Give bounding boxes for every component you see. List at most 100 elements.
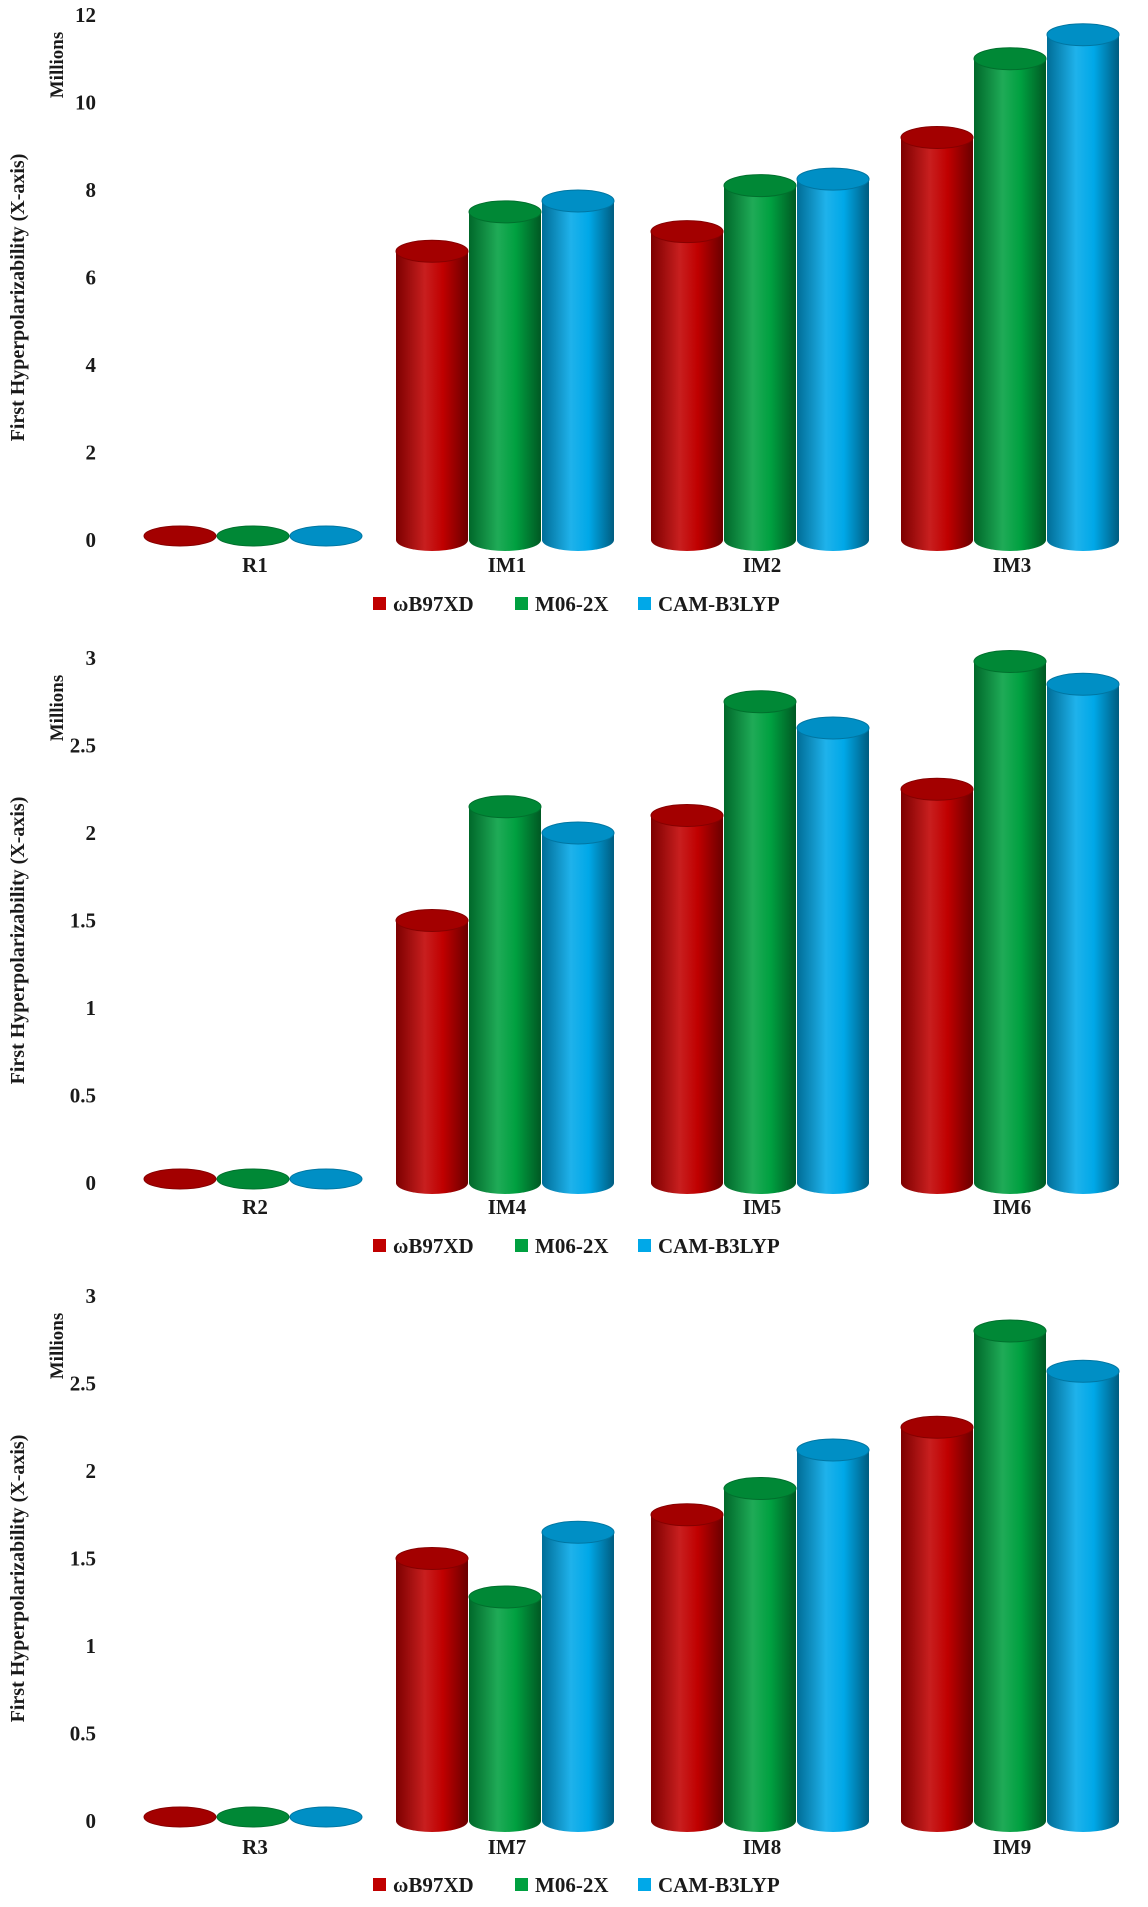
category-label: IM3	[993, 553, 1032, 577]
units-label: Millions	[47, 32, 68, 99]
bar-R3-2	[216, 1806, 290, 1828]
y-tick-label: 3	[86, 1284, 97, 1308]
legend-swatch	[373, 1239, 386, 1252]
units-label: Millions	[47, 1313, 68, 1380]
bar-IM6-3	[1046, 672, 1120, 1194]
bar-R1-3	[289, 525, 363, 547]
legend-label: ωB97XD	[393, 592, 474, 616]
y-tick-label: 2.5	[70, 1372, 96, 1396]
y-tick-label: 4	[86, 353, 97, 377]
bar-IM6-1	[900, 777, 974, 1194]
legend-label: M06-2X	[535, 592, 608, 616]
legend-item: M06-2X	[515, 1234, 608, 1258]
y-tick-label: 2	[86, 441, 97, 465]
legend: ωB97XD M06-2X CAM-B3LYP	[373, 592, 780, 616]
bar-IM2-1	[650, 220, 724, 551]
bar-IM5-2	[723, 690, 797, 1194]
y-tick-label: 0	[86, 1171, 97, 1195]
category-label: IM5	[743, 1195, 782, 1219]
bar-R3-3	[289, 1806, 363, 1828]
category-label: R1	[242, 553, 268, 577]
bar-IM4-2	[468, 795, 542, 1194]
legend-label: CAM-B3LYP	[658, 592, 780, 616]
bar-IM8-3	[796, 1438, 870, 1832]
bar-IM7-2	[468, 1585, 542, 1832]
legend-swatch	[373, 597, 386, 610]
legend-item: M06-2X	[515, 592, 608, 616]
legend-item: CAM-B3LYP	[638, 1234, 780, 1258]
y-tick-label: 1	[86, 1634, 97, 1658]
legend-item: CAM-B3LYP	[638, 1873, 780, 1897]
y-tick-label: 6	[86, 266, 97, 290]
bar-R2-1	[143, 1168, 217, 1190]
legend-swatch	[515, 1239, 528, 1252]
legend-label: CAM-B3LYP	[658, 1234, 780, 1258]
category-label: IM1	[488, 553, 527, 577]
chart-panel-2: 0 0.5 1 1.5 2 2.5 3 First Hyperpolarizability (…	[7, 646, 1120, 1258]
category-label: IM6	[993, 1195, 1032, 1219]
category-label: R3	[242, 1835, 268, 1859]
bar-IM7-1	[395, 1547, 469, 1832]
bar-R2-3	[289, 1168, 363, 1190]
bar-IM6-2	[973, 650, 1047, 1194]
category-label: IM2	[743, 553, 782, 577]
chart-panel-3: 0 0.5 1 1.5 2 2.5 3 First Hyperpolarizability (…	[7, 1284, 1120, 1897]
bar-IM4-3	[541, 821, 615, 1194]
legend-item: CAM-B3LYP	[638, 592, 780, 616]
y-tick-label: 2	[86, 1459, 97, 1483]
legend-swatch	[638, 1239, 651, 1252]
bar-IM9-3	[1046, 1359, 1120, 1832]
bar-IM3-2	[973, 47, 1047, 551]
y-tick-label: 1	[86, 996, 97, 1020]
y-tick-label: 0	[86, 528, 97, 552]
y-tick-label: 1.5	[70, 1547, 96, 1571]
y-tick-label: 2	[86, 821, 97, 845]
legend-swatch	[638, 1878, 651, 1891]
legend-swatch	[515, 597, 528, 610]
category-label: IM7	[488, 1835, 527, 1859]
y-tick-label: 10	[75, 91, 96, 115]
y-axis-label: First Hyperpolarizability (X-axis)	[7, 154, 29, 442]
y-tick-label: 3	[86, 646, 97, 670]
legend-item: ωB97XD	[373, 592, 474, 616]
y-tick-label: 0	[86, 1809, 97, 1833]
legend-item: ωB97XD	[373, 1873, 474, 1897]
bar-IM4-1	[395, 909, 469, 1194]
bar-R3-1	[143, 1806, 217, 1828]
bar-IM2-2	[723, 174, 797, 551]
legend-label: ωB97XD	[393, 1873, 474, 1897]
bar-IM7-3	[541, 1520, 615, 1832]
y-axis-label: First Hyperpolarizability (X-axis)	[7, 797, 29, 1085]
chart-panel-1: 0 2 4 6 8 10 12 First Hyperpolarizability (X-ax…	[7, 3, 1120, 616]
bar-IM5-3	[796, 716, 870, 1194]
category-label: IM8	[743, 1835, 782, 1859]
legend: ωB97XD M06-2X CAM-B3LYP	[373, 1234, 780, 1258]
legend-swatch	[638, 597, 651, 610]
legend-label: M06-2X	[535, 1873, 608, 1897]
units-label: Millions	[47, 675, 68, 742]
bar-IM2-3	[796, 167, 870, 551]
bar-R1-1	[143, 525, 217, 547]
legend-item: ωB97XD	[373, 1234, 474, 1258]
y-tick-label: 12	[75, 3, 96, 27]
bar-IM9-1	[900, 1415, 974, 1832]
bar-R2-2	[216, 1168, 290, 1190]
y-tick-label: 8	[86, 178, 97, 202]
y-tick-label: 0.5	[70, 1084, 96, 1108]
legend: ωB97XD M06-2X CAM-B3LYP	[373, 1873, 780, 1897]
bar-IM8-2	[723, 1477, 797, 1832]
bar-IM3-3	[1046, 23, 1120, 551]
y-axis-label: First Hyperpolarizability (X-axis)	[7, 1435, 29, 1723]
legend-label: M06-2X	[535, 1234, 608, 1258]
legend-label: ωB97XD	[393, 1234, 474, 1258]
legend-label: CAM-B3LYP	[658, 1873, 780, 1897]
category-label: IM4	[488, 1195, 527, 1219]
legend-swatch	[515, 1878, 528, 1891]
category-label: IM9	[993, 1835, 1032, 1859]
y-tick-label: 0.5	[70, 1722, 96, 1746]
bar-IM1-3	[541, 189, 615, 551]
bar-IM8-1	[650, 1503, 724, 1832]
legend-swatch	[373, 1878, 386, 1891]
bar-IM3-1	[900, 126, 974, 551]
